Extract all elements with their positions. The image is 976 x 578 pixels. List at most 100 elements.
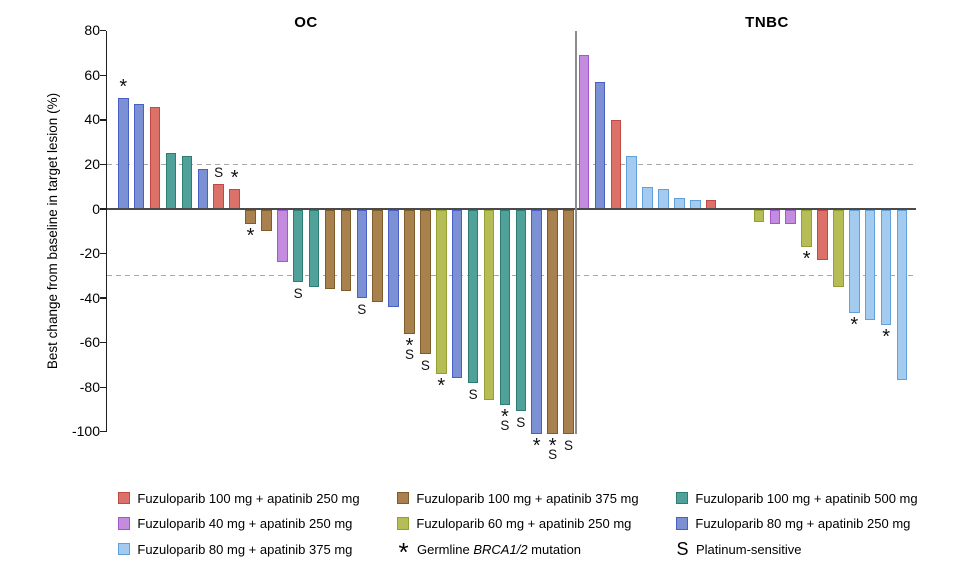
bar-tnbc-13 xyxy=(769,210,781,225)
bar-oc-29 xyxy=(563,210,574,434)
bar-oc-8 xyxy=(229,188,240,209)
bar-oc-7 xyxy=(213,184,224,209)
bar-oc-20 xyxy=(420,210,431,354)
legend-entry: Fuzuloparib 80 mg + apatinib 375 mg xyxy=(118,539,352,559)
y-tick-label: -80 xyxy=(79,378,100,395)
brca-mark: * xyxy=(500,405,509,428)
bar-tnbc-12 xyxy=(753,210,765,223)
bar-oc-9 xyxy=(245,210,256,225)
legend-label: Platinum-sensitive xyxy=(696,542,802,557)
brca-mark: * xyxy=(405,334,414,357)
bar-oc-10 xyxy=(261,210,272,232)
bar-tnbc-21 xyxy=(896,210,908,381)
platinum-mark: S xyxy=(548,447,558,463)
bar-oc-12 xyxy=(292,210,304,283)
bar-oc-5 xyxy=(181,155,193,209)
platinum-legend-symbol: S xyxy=(676,539,689,559)
bar-oc-18 xyxy=(388,210,399,307)
y-tick xyxy=(100,431,106,433)
bar-tnbc-17 xyxy=(833,210,844,287)
platinum-mark: S xyxy=(500,418,510,434)
platinum-mark: S xyxy=(468,386,478,402)
panel-title-oc: OC xyxy=(294,14,318,31)
bar-oc-21 xyxy=(436,210,447,374)
bar-oc-11 xyxy=(277,210,288,263)
legend-label: Fuzuloparib 100 mg + apatinib 250 mg xyxy=(137,490,360,506)
platinum-mark: S xyxy=(293,286,303,302)
y-tick-label: 20 xyxy=(84,155,100,172)
platinum-mark: S xyxy=(563,437,573,453)
legend-label: Fuzuloparib 100 mg + apatinib 375 mg xyxy=(416,490,639,506)
bar-tnbc-1 xyxy=(578,55,590,209)
bar-oc-13 xyxy=(308,210,320,287)
legend-entry: Fuzuloparib 60 mg + apatinib 250 mg xyxy=(397,514,631,534)
bar-oc-22 xyxy=(451,210,463,379)
platinum-mark: S xyxy=(357,301,367,317)
y-axis-line xyxy=(105,31,107,432)
legend-entry: Fuzuloparib 80 mg + apatinib 250 mg xyxy=(676,514,910,534)
y-tick-label: -60 xyxy=(79,334,100,351)
brca-mark: * xyxy=(850,314,859,337)
bar-tnbc-14 xyxy=(785,210,796,225)
y-tick xyxy=(100,74,106,77)
bar-oc-27 xyxy=(531,210,542,434)
y-tick xyxy=(100,119,106,121)
legend-label: Fuzuloparib 80 mg + apatinib 375 mg xyxy=(137,541,353,557)
bar-oc-15 xyxy=(340,210,352,292)
legend-entry: Fuzuloparib 100 mg + apatinib 500 mg xyxy=(676,488,918,508)
brca-mark: * xyxy=(802,247,811,270)
brca-mark: * xyxy=(230,166,239,189)
legend-entry: Fuzuloparib 100 mg + apatinib 250 mg xyxy=(118,488,360,508)
bar-tnbc-16 xyxy=(817,210,828,260)
y-tick xyxy=(100,30,106,32)
legend-label: Fuzuloparib 100 mg + apatinib 500 mg xyxy=(695,490,918,506)
brca-mark: * xyxy=(119,75,128,98)
y-tick xyxy=(100,297,106,299)
legend-entry: Fuzuloparib 40 mg + apatinib 250 mg xyxy=(118,514,352,534)
y-tick-label: 60 xyxy=(84,66,100,83)
legend-label-part: BRCA1/2 xyxy=(473,541,528,557)
y-tick xyxy=(100,163,106,166)
legend-swatch-t500 xyxy=(676,491,689,505)
legend-entry: * Germline BRCA1/2 mutation xyxy=(397,539,582,565)
legend-swatch-b250 xyxy=(676,517,689,530)
bar-tnbc-20 xyxy=(880,210,892,325)
legend-swatch-p40 xyxy=(118,517,131,530)
legend-label-part: mutation xyxy=(527,541,582,557)
y-tick xyxy=(100,386,106,388)
bar-oc-1 xyxy=(118,97,129,209)
bar-oc-6 xyxy=(197,168,209,209)
bar-oc-23 xyxy=(467,210,479,383)
legend-entry: Fuzuloparib 100 mg + apatinib 375 mg xyxy=(397,488,639,508)
bar-tnbc-3 xyxy=(610,119,622,209)
bar-oc-19 xyxy=(404,210,415,334)
legend-label: Fuzuloparib 60 mg + apatinib 250 mg xyxy=(416,516,632,531)
reference-line--30 xyxy=(107,275,915,277)
panel-title-tnbc: TNBC xyxy=(745,14,789,31)
legend-label: Fuzuloparib 80 mg + apatinib 250 mg xyxy=(695,516,911,531)
bar-oc-2 xyxy=(133,104,145,209)
legend-label-part: Platinum-sensitive xyxy=(696,541,802,557)
y-tick-label: 0 xyxy=(92,200,100,217)
brca-mark: * xyxy=(532,434,541,457)
y-tick-label: 80 xyxy=(84,22,100,39)
legend-entry: S Platinum-sensitive xyxy=(676,539,802,559)
legend-swatch-br375 xyxy=(397,491,410,505)
x-axis-zero-line xyxy=(107,208,916,210)
y-tick xyxy=(100,208,106,210)
bar-oc-26 xyxy=(515,210,527,412)
bar-oc-25 xyxy=(499,210,511,405)
y-tick-label: -40 xyxy=(79,289,100,306)
bar-tnbc-2 xyxy=(594,82,606,209)
legend-swatch-r250 xyxy=(118,491,131,505)
legend-label: Fuzuloparib 40 mg + apatinib 250 mg xyxy=(137,516,353,531)
brca-mark: * xyxy=(548,434,557,457)
reference-line-20 xyxy=(107,163,915,166)
platinum-mark: S xyxy=(516,415,526,431)
panel-divider xyxy=(575,31,577,434)
bar-oc-4 xyxy=(165,153,177,209)
platinum-mark: S xyxy=(214,165,224,181)
